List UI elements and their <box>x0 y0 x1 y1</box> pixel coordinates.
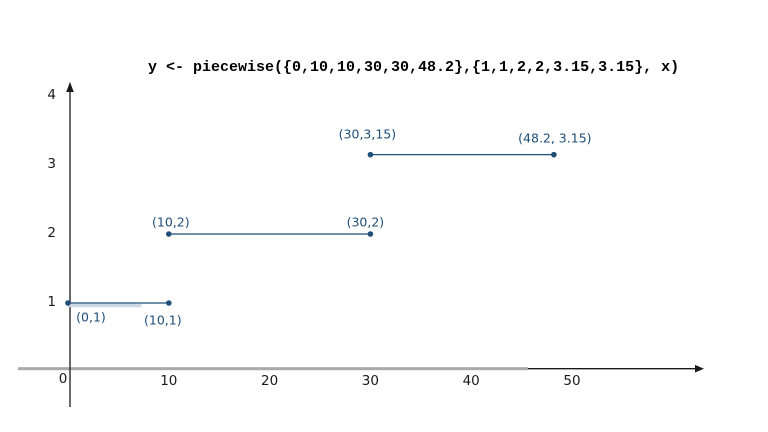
segment-2-start-point <box>166 231 172 237</box>
segment-3-end-point <box>551 151 557 158</box>
y-axis-arrow-icon <box>66 82 74 92</box>
point-label: (30,2) <box>346 214 385 230</box>
x-tick-label: 50 <box>563 373 581 389</box>
point-label: (10,1) <box>144 312 182 328</box>
y-tick-label: 3 <box>47 156 56 172</box>
point-label: (0,1) <box>76 309 106 325</box>
segment-1-end-point <box>166 300 172 306</box>
plot-title: y <- piecewise({0,10,10,30,30,48.2},{1,1… <box>148 59 680 76</box>
segment-2-end-point <box>367 231 374 237</box>
point-label: (10,2) <box>152 214 190 230</box>
y-tick-label: 4 <box>47 87 56 103</box>
x-tick-label: 30 <box>361 373 379 389</box>
origin-label: 0 <box>58 371 68 387</box>
x-axis-arrow-icon <box>695 364 704 373</box>
segment-1-start-point <box>65 300 71 306</box>
y-tick-label: 1 <box>47 294 56 310</box>
x-axis-band <box>18 367 528 371</box>
x-tick-label: 40 <box>462 373 480 389</box>
point-label: (30,3,15) <box>338 126 397 142</box>
segment-3-start-point <box>367 151 374 158</box>
point-label: (48.2, 3.15) <box>518 130 592 146</box>
x-tick-label: 10 <box>160 373 178 389</box>
x-tick-label: 20 <box>261 373 279 389</box>
segment-1-highlight <box>68 303 142 308</box>
y-tick-label: 2 <box>47 225 56 241</box>
